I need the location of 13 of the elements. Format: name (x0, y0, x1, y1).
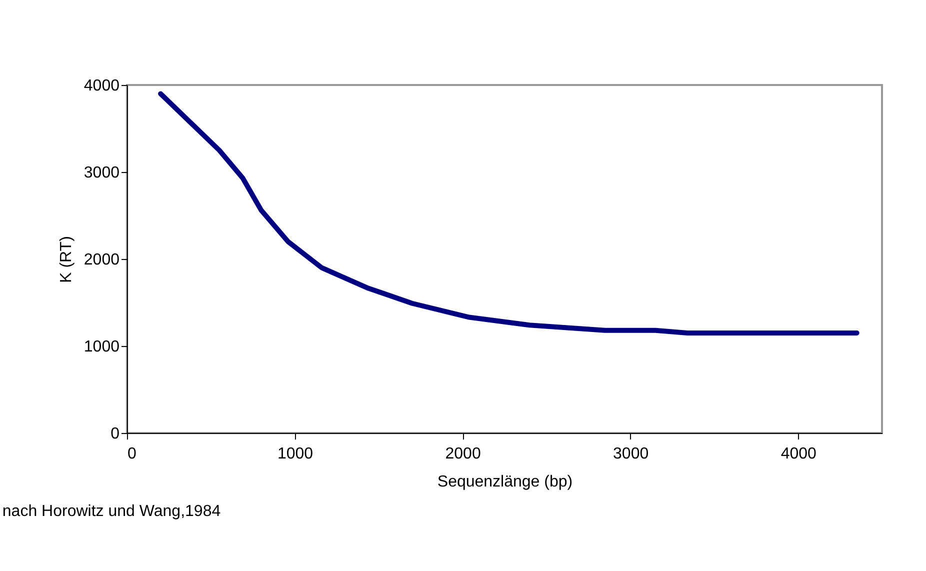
x-tick-label: 4000 (780, 446, 817, 462)
y-tick-label: 3000 (84, 164, 120, 182)
x-tick-label: 3000 (613, 446, 649, 462)
y-tick-label: 0 (110, 426, 120, 442)
x-tick-label: 1000 (277, 446, 314, 462)
x-tick-label: 0 (128, 446, 136, 462)
x-axis-title: Sequenzlänge (bp) (437, 474, 573, 490)
y-axis-title: K (RT) (58, 236, 75, 283)
y-tick-label: 2000 (84, 252, 120, 268)
y-tick-label: 1000 (84, 338, 120, 356)
x-tick-label: 2000 (445, 446, 481, 462)
y-tick-label: 4000 (84, 78, 120, 94)
text: nach Horowitz und Wang,1984 (2, 503, 221, 520)
